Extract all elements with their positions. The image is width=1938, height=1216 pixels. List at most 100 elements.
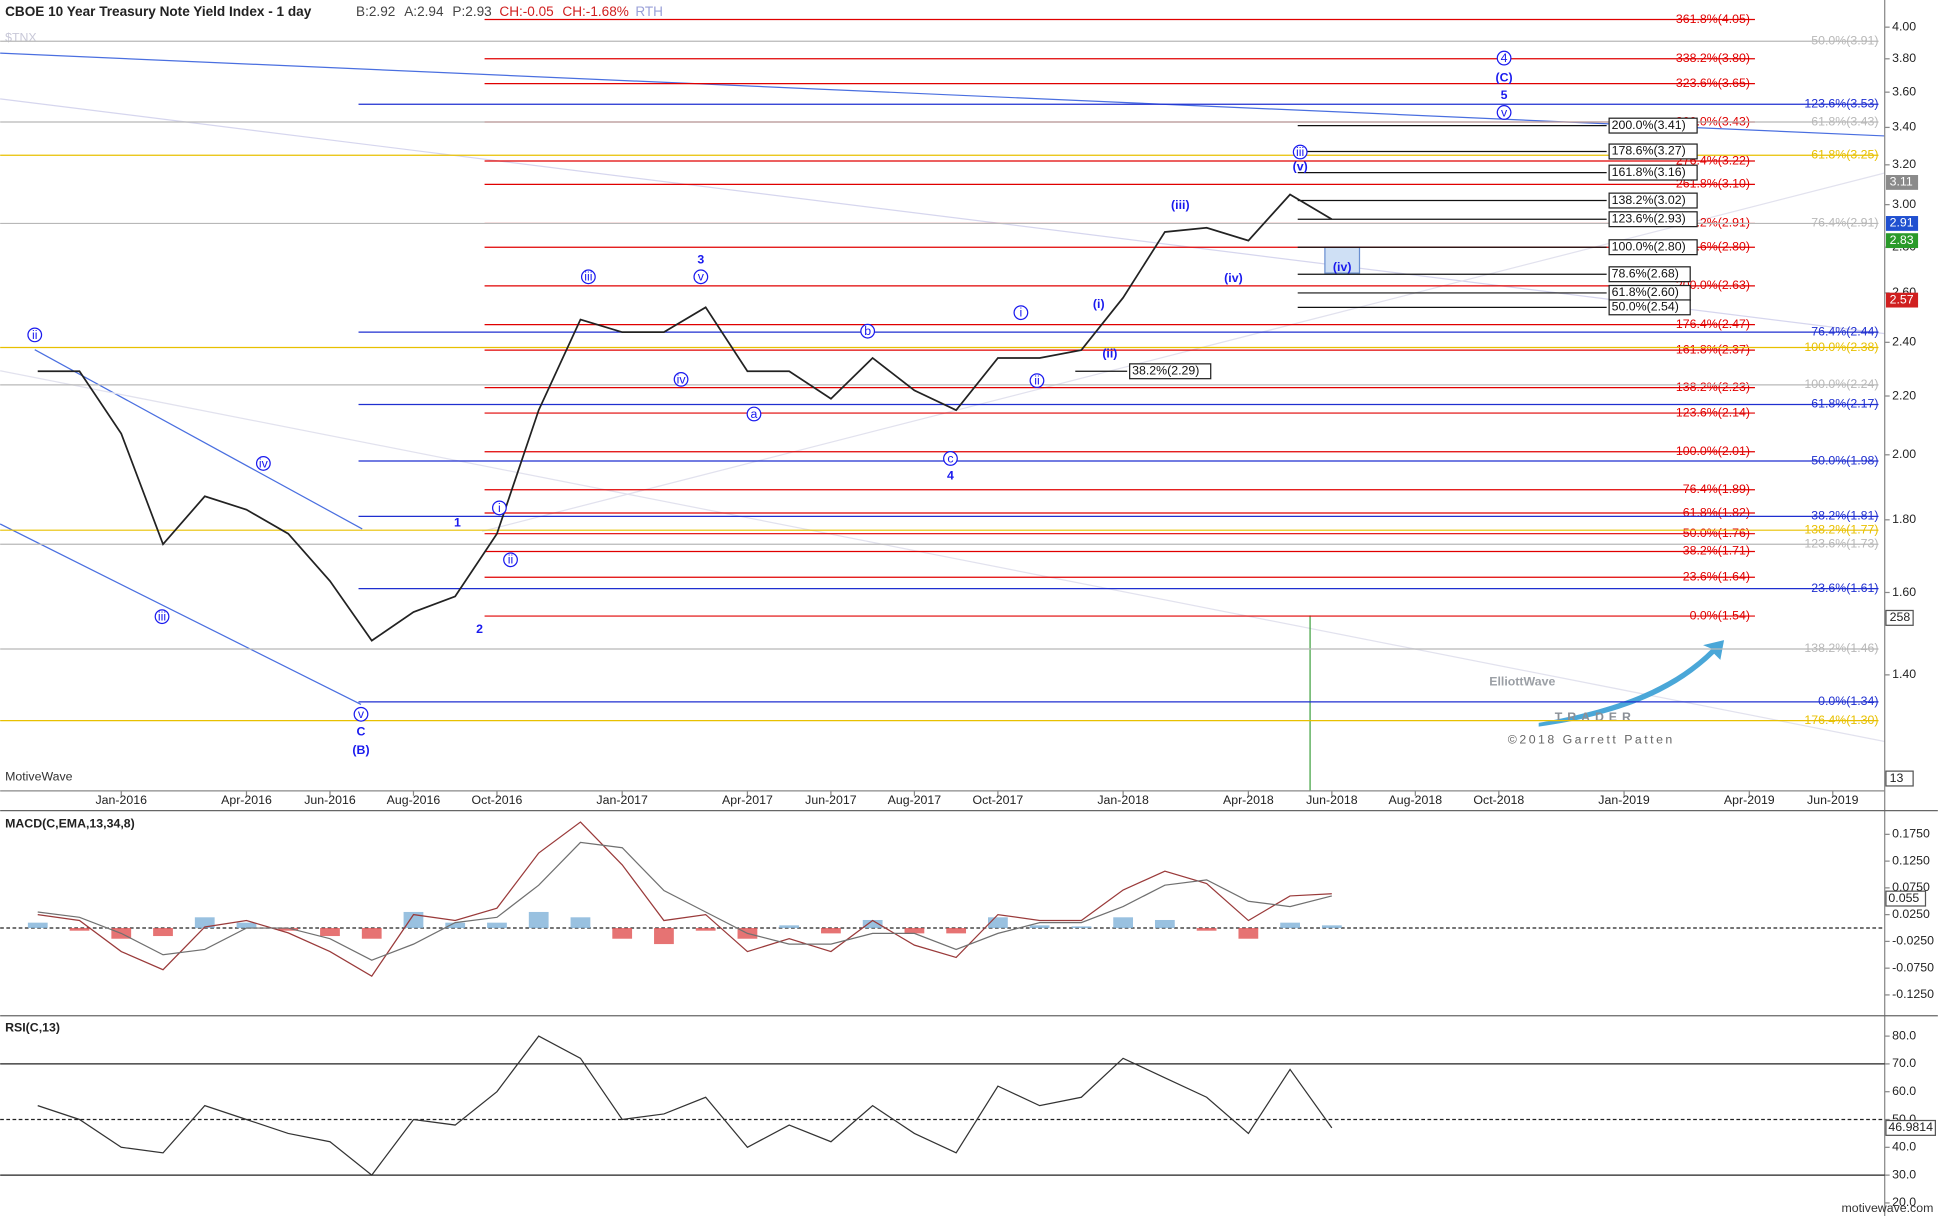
- wave-label: (C): [1496, 71, 1513, 85]
- histogram-bar: [612, 928, 633, 939]
- y-tick-label: 30.0: [1892, 1167, 1916, 1181]
- footer: motivewave.com: [1841, 1201, 1933, 1215]
- fib-label: 61.8%(2.17): [1811, 397, 1878, 411]
- wave-label: (ii): [1102, 346, 1117, 360]
- fib-label: 361.8%(4.05): [1676, 12, 1750, 26]
- wave-circle: [673, 371, 689, 387]
- histogram-bar: [1196, 928, 1217, 931]
- fib-label: 338.2%(3.80): [1676, 51, 1750, 65]
- y-tick-label: 2.40: [1892, 335, 1916, 349]
- fib-label: 161.8%(2.37): [1676, 342, 1750, 356]
- x-tick-label: Jan-2018: [1097, 793, 1149, 807]
- y-tick-label: 0.1750: [1892, 827, 1930, 841]
- series-line: [37, 193, 1333, 642]
- fib-label: 100.0%(2.24): [1804, 377, 1878, 391]
- fib-label: 100.0%(2.80): [1612, 239, 1686, 253]
- wave-circle: [503, 552, 518, 568]
- x-tick-label: Oct-2018: [1473, 793, 1524, 807]
- histogram-bar: [27, 922, 48, 929]
- price-tag: [1885, 292, 1919, 308]
- fib-label: 138.2%(2.23): [1676, 380, 1750, 394]
- wave-label: v: [1501, 105, 1508, 119]
- price-tag-label: 3.11: [1890, 175, 1913, 189]
- price-tag: [1885, 233, 1919, 249]
- x-tick-label: Aug-2017: [888, 793, 942, 807]
- fib-label: 76.4%(2.91): [1811, 216, 1878, 230]
- wave-circle: [580, 269, 596, 285]
- y-tick-label: 70.0: [1892, 1056, 1916, 1070]
- wave-label: iii: [584, 270, 592, 284]
- counter-label: 13: [1890, 771, 1904, 785]
- fib-label: 50.0%(1.76): [1683, 526, 1750, 540]
- y-tick-label: -0.0750: [1892, 960, 1934, 974]
- fib-label-box: [1608, 211, 1698, 228]
- fib-label-box: [1608, 239, 1698, 256]
- fib-label: 50.0%(3.91): [1811, 33, 1878, 47]
- wave-label: 5: [1501, 88, 1508, 102]
- fib-label: 61.8%(3.43): [1811, 114, 1878, 128]
- histogram-bar: [153, 928, 173, 937]
- x-tick-label: Apr-2016: [221, 793, 272, 807]
- histogram-bar: [1280, 922, 1300, 929]
- histogram-bar: [862, 919, 883, 929]
- fib-label: 50.0%(1.98): [1811, 453, 1878, 467]
- y-tick-label: -0.1250: [1892, 987, 1934, 1001]
- fib-label: 100.0%(2.01): [1676, 444, 1750, 458]
- wave-label: (i): [1093, 297, 1105, 311]
- fib-label: 23.6%(1.64): [1683, 570, 1750, 584]
- trend-line: [481, 172, 1885, 532]
- histogram-bar: [194, 917, 215, 929]
- y-tick-label: 0.0250: [1892, 907, 1930, 921]
- wave-label: i: [1020, 306, 1023, 320]
- source: MotiveWave: [5, 770, 73, 784]
- symbol-watermark: $TNX: [5, 31, 37, 45]
- histogram-bar: [1154, 919, 1175, 929]
- y-tick-label: -0.0250: [1892, 934, 1934, 948]
- wave-circle: [491, 500, 507, 516]
- wave-label: iv: [259, 456, 269, 470]
- fib-label: 200.0%(2.63): [1676, 278, 1750, 292]
- price-tag-label: 2.57: [1890, 292, 1914, 306]
- x-tick-label: Apr-2019: [1724, 793, 1775, 807]
- fib-label: 38.2%(1.81): [1811, 509, 1878, 523]
- wave-circle: [693, 269, 709, 285]
- logo-sub: TRADER: [1555, 710, 1636, 724]
- wave-label: v: [698, 270, 705, 284]
- wave-label: (v): [1293, 160, 1308, 174]
- fib-label: 123.6%(2.14): [1676, 405, 1750, 419]
- wave-circle: [746, 406, 762, 422]
- wave-label: ii: [32, 328, 38, 342]
- wave-label: b: [864, 324, 871, 338]
- x-tick-label: Jun-2018: [1306, 793, 1358, 807]
- wave-label: c: [947, 451, 953, 465]
- x-tick-label: Oct-2016: [472, 793, 523, 807]
- fib-label: 61.8%(1.82): [1683, 505, 1750, 519]
- value-tag: [1885, 1119, 1936, 1136]
- change-abs: CH:-0.05: [499, 4, 553, 19]
- fib-label: 0.0%(1.34): [1818, 694, 1878, 708]
- x-tick-label: Apr-2017: [722, 793, 773, 807]
- counter-label: 258: [1890, 610, 1911, 624]
- histogram-bar: [1113, 917, 1134, 929]
- x-tick-label: Jan-2017: [596, 793, 648, 807]
- histogram-bar: [1071, 926, 1092, 929]
- fib-label: 176.4%(2.47): [1676, 317, 1750, 331]
- histogram-bar: [236, 922, 257, 929]
- wave-label: 3: [697, 252, 704, 266]
- y-tick-label: 2.00: [1892, 447, 1916, 461]
- x-tick-label: Jan-2019: [1598, 793, 1650, 807]
- histogram-bar: [779, 925, 800, 929]
- fib-label: 76.4%(2.44): [1811, 324, 1878, 338]
- fib-label-box: [1608, 143, 1698, 160]
- x-tick-label: Jun-2016: [304, 793, 356, 807]
- x-tick-label: Aug-2018: [1389, 793, 1443, 807]
- histogram-bar: [1321, 925, 1342, 929]
- histogram-bar: [988, 917, 1008, 929]
- wave-circle: [943, 451, 958, 466]
- wave-circle: [27, 327, 43, 343]
- quote-bid: B:2.92: [356, 4, 395, 19]
- wave-circle: [353, 706, 369, 722]
- fib-label: 78.6%(2.68): [1612, 267, 1679, 281]
